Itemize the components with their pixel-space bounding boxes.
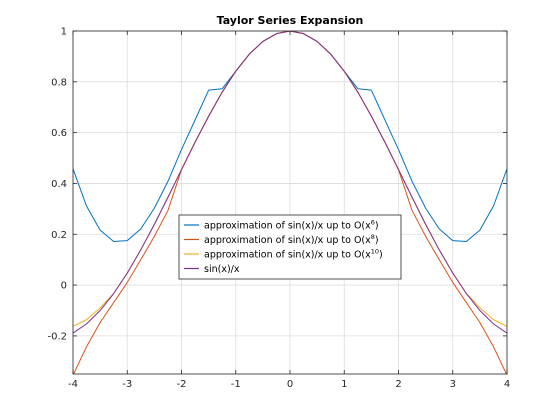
y-tick-label: -0.2 (47, 331, 67, 342)
y-tick-label: 1 (61, 27, 67, 38)
y-tick-label: 0.2 (51, 230, 67, 241)
legend-entry: sin(x)/x (204, 264, 240, 275)
ticks: -4 -3 -2 -1 0 1 2 3 4 -0.2 0 0.2 0.4 0.6 0.8 1 (47, 27, 510, 391)
x-tick-label: -2 (177, 379, 187, 390)
y-tick-label: 0.6 (51, 128, 67, 139)
x-tick-label: 4 (504, 379, 510, 390)
plot-area: -4 -3 -2 -1 0 1 2 3 4 -0.2 0 0.2 0.4 0.6 0.8 1 (47, 27, 510, 391)
legend-entry: approximation of sin(x)/x up to O(x6) (204, 219, 379, 232)
x-tick-label: 3 (450, 379, 456, 390)
legend-entry: approximation of sin(x)/x up to O(x8) (204, 233, 379, 246)
legend: approximation of sin(x)/x up to O(x6)app… (178, 214, 402, 280)
series-lines (73, 31, 507, 374)
y-tick-label: 0.8 (51, 77, 67, 88)
legend-box (178, 214, 402, 280)
x-tick-label: -3 (122, 379, 132, 390)
series-line-4 (73, 31, 507, 334)
x-tick-label: -1 (231, 379, 241, 390)
x-tick-label: -4 (68, 379, 78, 390)
y-tick-label: 0.4 (51, 179, 67, 190)
series-line-2 (73, 31, 507, 374)
legend-entry: approximation of sin(x)/x up to O(x10) (204, 248, 383, 261)
x-tick-label: 2 (395, 379, 401, 390)
x-tick-label: 1 (341, 379, 347, 390)
chart-title: Taylor Series Expansion (217, 14, 364, 27)
y-tick-label: 0 (61, 281, 67, 292)
x-tick-label: 0 (287, 379, 293, 390)
series-line-1 (73, 31, 507, 242)
